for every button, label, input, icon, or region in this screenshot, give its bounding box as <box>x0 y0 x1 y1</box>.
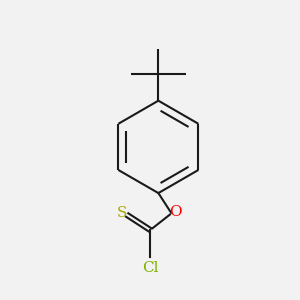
Text: Cl: Cl <box>142 261 158 275</box>
Text: O: O <box>169 205 182 219</box>
Text: S: S <box>117 206 127 220</box>
